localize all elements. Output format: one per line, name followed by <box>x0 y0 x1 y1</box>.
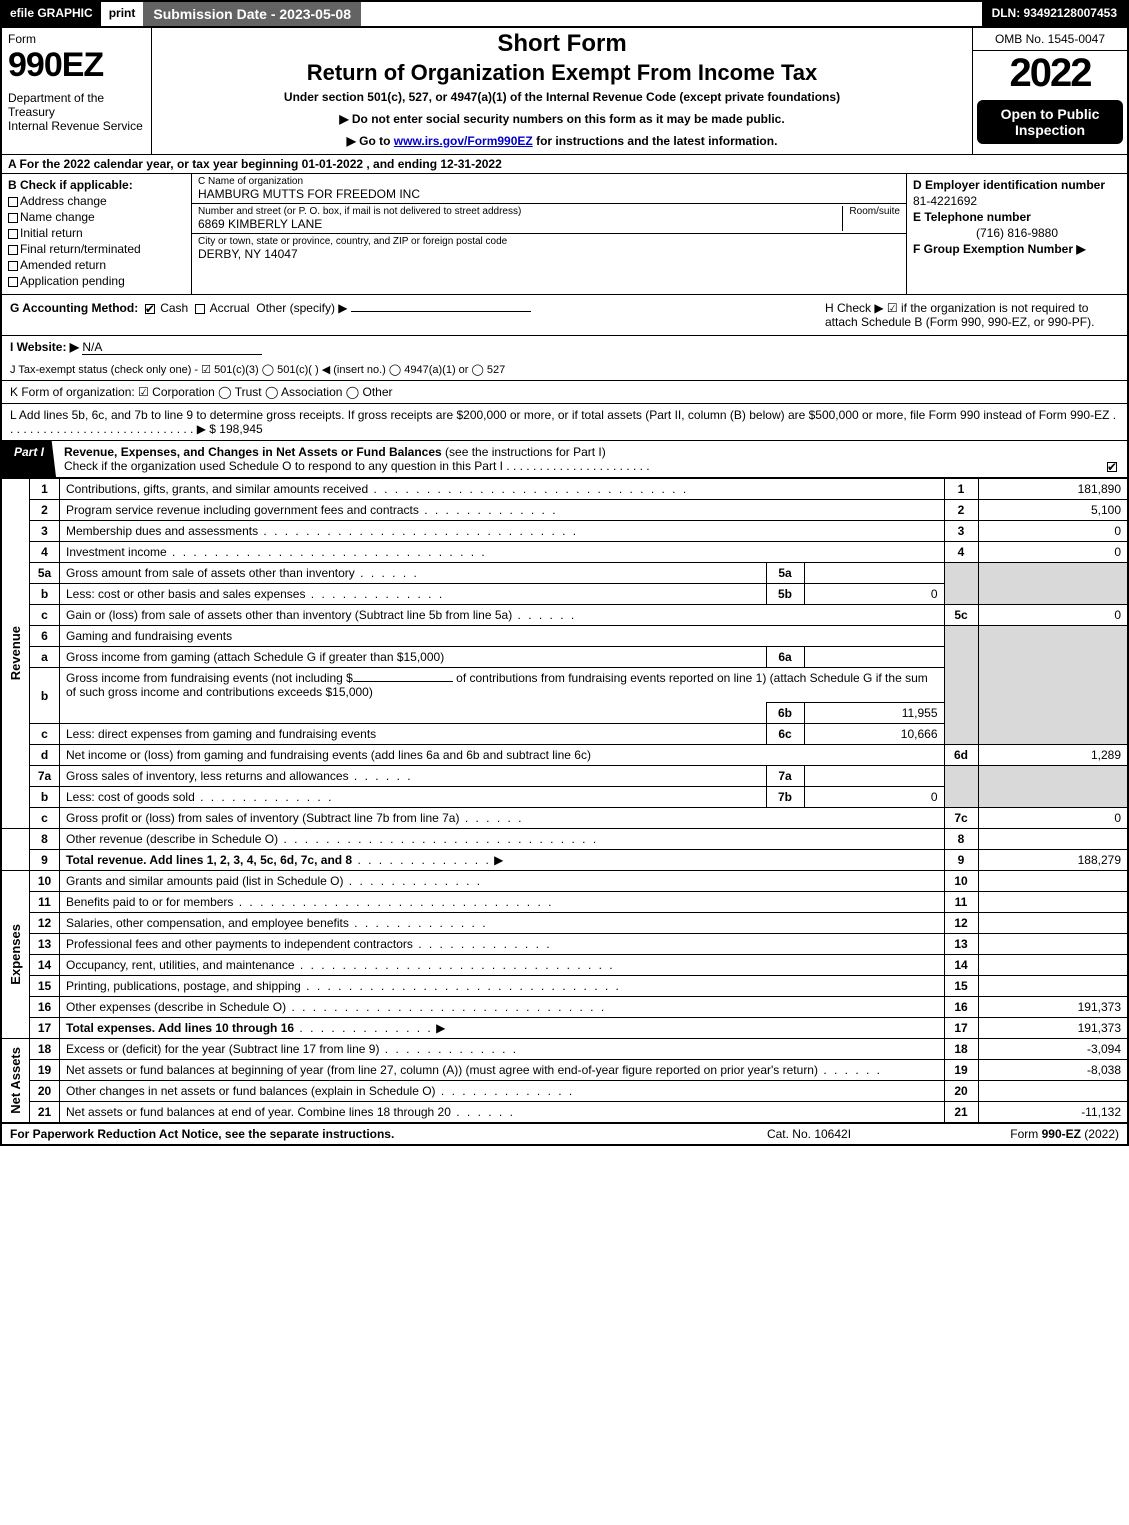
revenue-sidelabel: Revenue <box>1 479 30 829</box>
room-suite-label: Room/suite <box>843 206 900 231</box>
form-word: Form <box>8 32 145 46</box>
g-accounting: G Accounting Method: Cash Accrual Other … <box>2 295 817 335</box>
ln1-desc: Contributions, gifts, grants, and simila… <box>60 479 945 500</box>
expenses-sidelabel: Expenses <box>1 871 30 1039</box>
phone-value: (716) 816-9880 <box>913 226 1121 240</box>
header-center: Short Form Return of Organization Exempt… <box>152 28 972 154</box>
short-form-title: Short Form <box>162 30 962 58</box>
column-d: D Employer identification number 81-4221… <box>907 174 1127 294</box>
submission-date: Submission Date - 2023-05-08 <box>143 2 361 26</box>
footer-center: Cat. No. 10642I <box>679 1127 939 1141</box>
identity-grid: B Check if applicable: Address change Na… <box>0 174 1129 295</box>
main-title: Return of Organization Exempt From Incom… <box>162 60 962 86</box>
efile-label: efile GRAPHIC <box>2 2 101 26</box>
group-exemption-label: F Group Exemption Number ▶ <box>913 242 1121 256</box>
footer-left: For Paperwork Reduction Act Notice, see … <box>10 1127 679 1141</box>
j-tax-exempt: J Tax-exempt status (check only one) - ☑… <box>2 359 1127 380</box>
i-website: I Website: ▶ N/A <box>2 335 1127 359</box>
column-b: B Check if applicable: Address change Na… <box>2 174 192 294</box>
chk-initial-return[interactable]: Initial return <box>8 226 185 240</box>
k-form-org: K Form of organization: ☑ Corporation ◯ … <box>0 381 1129 404</box>
l-value: 198,945 <box>219 422 262 436</box>
i-label: I Website: ▶ <box>10 340 79 354</box>
ln1-amt: 181,890 <box>978 479 1128 500</box>
l-gross-receipts: L Add lines 5b, 6c, and 7b to line 9 to … <box>0 404 1129 441</box>
website-value: N/A <box>82 340 262 355</box>
c-city-label: City or town, state or province, country… <box>198 236 900 247</box>
part1-header: Part I Revenue, Expenses, and Changes in… <box>0 441 1129 478</box>
chk-amended-return[interactable]: Amended return <box>8 258 185 272</box>
org-address: 6869 KIMBERLY LANE <box>198 217 836 231</box>
c-name-cell: C Name of organization HAMBURG MUTTS FOR… <box>192 174 906 204</box>
ghij-section: G Accounting Method: Cash Accrual Other … <box>0 295 1129 381</box>
chk-final-return[interactable]: Final return/terminated <box>8 242 185 256</box>
print-label[interactable]: print <box>101 2 144 26</box>
header-left: Form 990EZ Department of the Treasury In… <box>2 28 152 154</box>
c-city-cell: City or town, state or province, country… <box>192 234 906 263</box>
footer-right: Form 990-EZ (2022) <box>939 1127 1119 1141</box>
chk-cash[interactable] <box>145 304 155 314</box>
l-text: L Add lines 5b, 6c, and 7b to line 9 to … <box>10 408 1116 436</box>
chk-name-change[interactable]: Name change <box>8 210 185 224</box>
arrow-line-1: ▶ Do not enter social security numbers o… <box>162 112 962 126</box>
open-public-badge: Open to Public Inspection <box>977 100 1123 144</box>
ein-label: D Employer identification number <box>913 178 1121 192</box>
omb-number: OMB No. 1545-0047 <box>973 28 1127 51</box>
part1-table: Revenue 1 Contributions, gifts, grants, … <box>0 478 1129 1123</box>
arrow2-pre: ▶ Go to <box>347 134 394 148</box>
col-b-label: B Check if applicable: <box>8 178 133 192</box>
ln1-num: 1 <box>30 479 60 500</box>
part1-tag: Part I <box>2 441 56 477</box>
column-c: C Name of organization HAMBURG MUTTS FOR… <box>192 174 907 294</box>
h-check: H Check ▶ ☑ if the organization is not r… <box>817 295 1127 335</box>
ln1-ln: 1 <box>944 479 978 500</box>
department-label: Department of the Treasury Internal Reve… <box>8 91 145 133</box>
phone-label: E Telephone number <box>913 210 1121 224</box>
c-addr-label: Number and street (or P. O. box, if mail… <box>198 206 836 217</box>
dln-label: DLN: 93492128007453 <box>982 2 1127 26</box>
chk-address-change[interactable]: Address change <box>8 194 185 208</box>
c-addr-cell: Number and street (or P. O. box, if mail… <box>192 204 906 234</box>
chk-accrual[interactable] <box>195 304 205 314</box>
form-header: Form 990EZ Department of the Treasury In… <box>0 26 1129 155</box>
arrow2-post: for instructions and the latest informat… <box>533 134 778 148</box>
netassets-sidelabel: Net Assets <box>1 1039 30 1123</box>
arrow-line-2: ▶ Go to www.irs.gov/Form990EZ for instru… <box>162 134 962 148</box>
g-label: G Accounting Method: <box>10 301 138 315</box>
ein-value: 81-4221692 <box>913 194 1121 208</box>
other-specify-line[interactable] <box>351 311 531 312</box>
c-name-label: C Name of organization <box>198 176 900 187</box>
form-number: 990EZ <box>8 46 145 85</box>
topbar-spacer <box>361 2 982 26</box>
chk-application-pending[interactable]: Application pending <box>8 274 185 288</box>
row-a: A For the 2022 calendar year, or tax yea… <box>0 155 1129 174</box>
tax-year: 2022 <box>973 51 1127 96</box>
part1-schedule-o-check[interactable] <box>1107 462 1117 472</box>
top-bar: efile GRAPHIC print Submission Date - 20… <box>0 0 1129 26</box>
part1-title: Revenue, Expenses, and Changes in Net As… <box>56 441 1127 477</box>
footer: For Paperwork Reduction Act Notice, see … <box>0 1123 1129 1146</box>
header-right: OMB No. 1545-0047 2022 Open to Public In… <box>972 28 1127 154</box>
org-name: HAMBURG MUTTS FOR FREEDOM INC <box>198 187 900 201</box>
subtitle: Under section 501(c), 527, or 4947(a)(1)… <box>162 90 962 104</box>
org-city: DERBY, NY 14047 <box>198 247 900 261</box>
irs-link[interactable]: www.irs.gov/Form990EZ <box>394 134 533 148</box>
